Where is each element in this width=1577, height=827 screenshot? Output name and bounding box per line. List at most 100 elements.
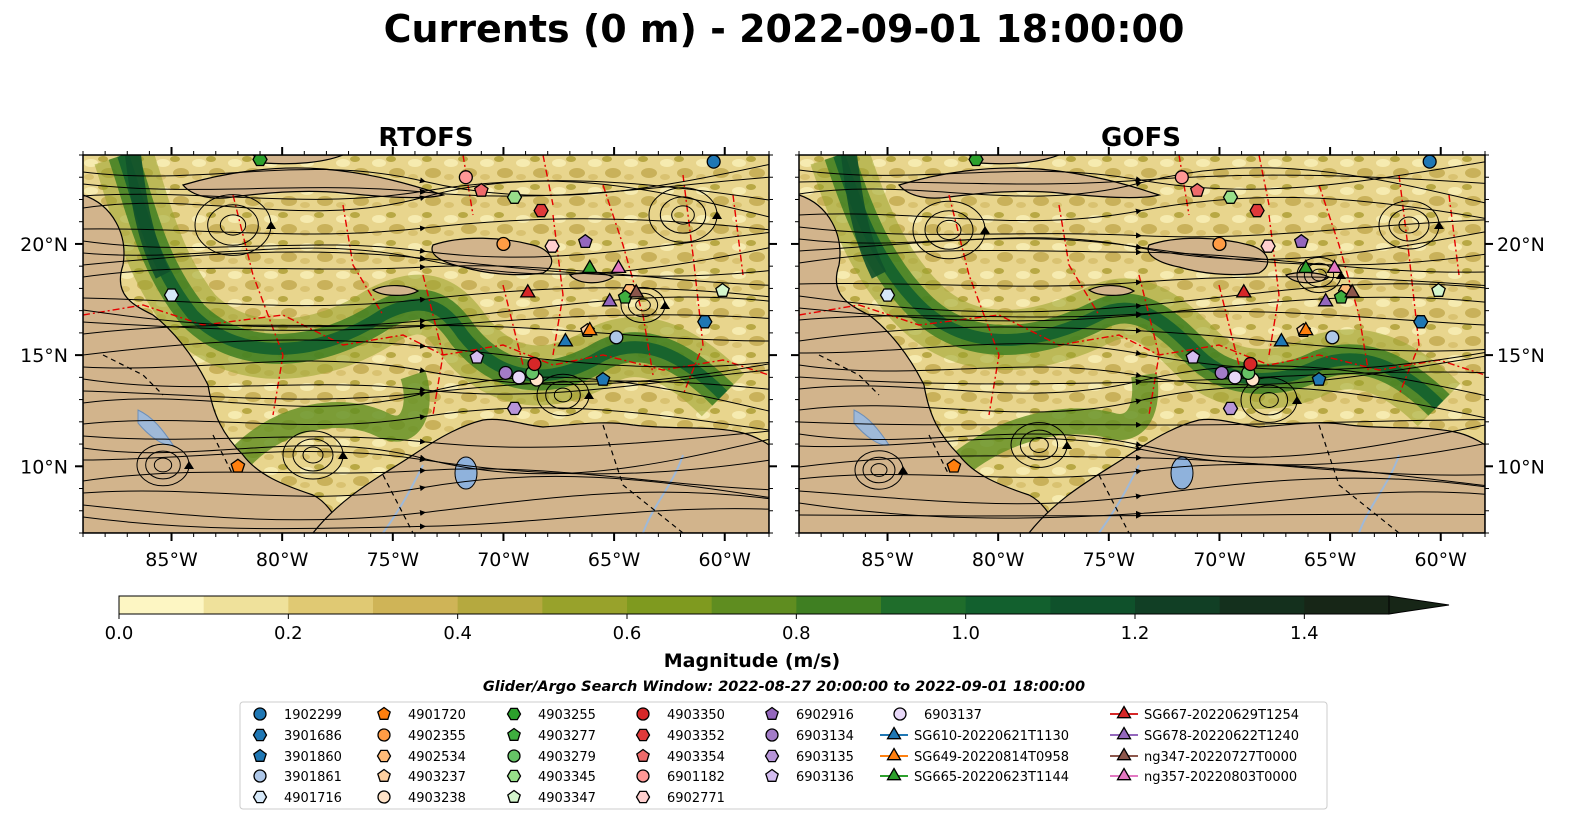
lat-tick-label-right: 20°N [1497, 234, 1545, 256]
map-frame [82, 154, 770, 534]
colorbar: 0.0 0.2 0.4 0.6 0.8 1.0 1.2 1.4 [105, 595, 1450, 644]
platform-marker-6903136 [1185, 349, 1201, 364]
legend-marker [886, 767, 902, 781]
legend-marker [252, 728, 268, 742]
streamline [83, 376, 769, 412]
eez-boundaries [799, 155, 1485, 416]
map-area [799, 155, 1485, 533]
legend-label: 6903134 [796, 729, 854, 744]
platform-marker-4903345 [1222, 190, 1239, 204]
colorbar-tick-label: 0.6 [613, 623, 642, 644]
legend-marker [507, 727, 521, 741]
eddy-streamline [219, 214, 247, 236]
platform-marker-SG678-20220622T1240 [601, 292, 618, 307]
streamline-arrow [1062, 441, 1072, 449]
platform-marker-ng357-20220803T0000 [610, 259, 627, 274]
colorbar-segment [1135, 596, 1221, 614]
platform-marker-4903345 [506, 190, 523, 204]
legend-marker [635, 728, 651, 742]
streamline [83, 339, 769, 368]
platform-marker-4903347 [1431, 282, 1446, 297]
platform-marker-3901861 [1325, 330, 1340, 345]
map-frame [798, 154, 1486, 534]
eddy-streamline [671, 205, 695, 225]
colorbar-tick-label: 1.2 [1121, 623, 1150, 644]
streamline [83, 232, 769, 258]
frame-ticks [791, 147, 1493, 541]
legend-marker [764, 749, 780, 763]
platform-marker-6903137 [1227, 370, 1243, 385]
platform-marker-4903352 [1249, 203, 1265, 218]
legend-marker [886, 747, 902, 761]
colorbar-segment [542, 596, 628, 614]
legend-marker [376, 749, 392, 763]
legend-label: SG667-20220629T1254 [1144, 708, 1299, 723]
frame-ticks [75, 147, 777, 541]
legend-marker [506, 707, 522, 721]
platform-marker-SG649-20220814T0958 [1297, 321, 1314, 336]
colorbar-tick-label: 1.4 [1290, 623, 1319, 644]
platform-marker-ng357-20220803T0000 [1326, 259, 1343, 274]
streamline [83, 180, 769, 201]
legend-marker [765, 728, 779, 742]
legend-label: 4903347 [538, 791, 596, 806]
legend-marker [886, 726, 902, 740]
lat-tick-label-left: 10°N [20, 456, 68, 478]
eddy-streamline [870, 463, 888, 477]
platform-marker-4903354 [1189, 182, 1205, 197]
lake-maracaibo [454, 456, 478, 490]
panel-title-gofs: GOFS [1101, 123, 1181, 153]
streamline-arrow [712, 211, 722, 219]
platform-marker-4903350 [527, 356, 542, 372]
streamline [799, 386, 1485, 419]
platform-marker-3901860 [1311, 371, 1327, 386]
colorbar-tick-label: 0.0 [105, 623, 134, 644]
eddy-streamline [553, 387, 573, 403]
colorbar-frame [118, 595, 1390, 615]
platform-marker-6902771 [544, 239, 560, 253]
lon-tick-label: 70°W [477, 549, 530, 571]
platform-marker-6901182 [458, 170, 473, 185]
platform-marker-1902299 [1422, 155, 1437, 169]
streamline-arrow [584, 391, 594, 399]
lake-nicaragua [137, 409, 174, 446]
streamline [83, 407, 769, 431]
streamline [83, 360, 769, 385]
land-jamaica [1087, 285, 1136, 296]
streamline [83, 475, 769, 498]
lon-tick-label: 75°W [367, 549, 420, 571]
colorbar-segment [457, 596, 543, 614]
eddy-streamline [1303, 262, 1335, 288]
eddy-streamline [292, 438, 334, 472]
legend-label: 6903136 [796, 770, 854, 785]
platform-markers [879, 155, 1446, 473]
streamline [799, 326, 1485, 352]
legend-label: 6903135 [796, 750, 854, 765]
lat-tick-label-right: 10°N [1497, 456, 1545, 478]
platform-marker-6903135 [1222, 401, 1239, 416]
platform-marker-3901686 [697, 315, 713, 329]
colorbar-tick-label: 1.0 [951, 623, 980, 644]
streamline [83, 180, 769, 218]
land-florida [252, 155, 344, 165]
legend-label: 4903277 [538, 729, 596, 744]
platform-marker-SG610-20220621T1130 [557, 332, 574, 347]
platform-marker-SG610-20220621T1130 [1273, 332, 1290, 347]
streamline [799, 424, 1485, 458]
colorbar-tick-label: 0.8 [782, 623, 811, 644]
colorbar-label: Magnitude (m/s) [664, 650, 841, 672]
river [642, 454, 684, 533]
map-panel-gofs: GOFS [791, 123, 1493, 541]
colorbar-segment [288, 596, 374, 614]
streamline [799, 238, 1485, 266]
lon-tick-label: 60°W [1415, 549, 1468, 571]
platform-marker-6903137 [511, 370, 527, 385]
platform-marker-SG665-20220623T1144 [1297, 259, 1314, 274]
streamline-arrow [266, 221, 276, 229]
streamline-arrow [184, 461, 194, 469]
colorbar-segment [881, 596, 967, 614]
legend-label: SG678-20220622T1240 [1144, 729, 1299, 744]
colorbar-tick-label: 0.2 [274, 623, 303, 644]
colorbar-segment [203, 596, 289, 614]
legend: 1902299 3901686 3901860 3901861 4901716 49017… [252, 705, 1299, 806]
